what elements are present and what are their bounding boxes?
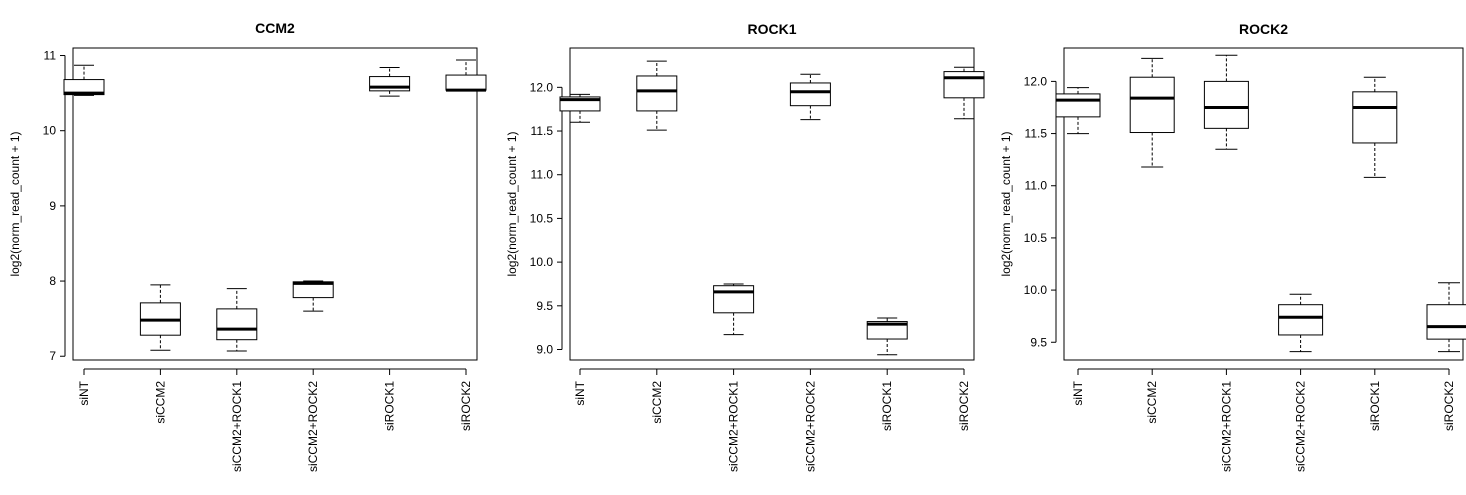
y-tick-label: 11 (44, 49, 57, 63)
y-tick-label: 8 (49, 274, 56, 288)
x-tick-label-siccm2-rock1: siCCM2+ROCK1 (727, 381, 741, 472)
x-tick-label-siccm2: siCCM2 (1145, 381, 1159, 424)
box-siccm2-rock2 (292, 280, 334, 312)
y-tick-label: 10.5 (1024, 231, 1048, 245)
y-tick-label: 12.0 (530, 80, 554, 94)
x-tick-label-siccm2-rock2: siCCM2+ROCK2 (306, 381, 320, 472)
iqr-box (636, 75, 678, 112)
y-axis-label: log2(norm_read_count + 1) (999, 131, 1013, 276)
y-axis: 9.0 9.5 10.0 10.5 11.0 11.5 12.0 (530, 80, 563, 357)
y-tick-label: 12.0 (1024, 74, 1048, 88)
x-tick-label-siccm2-rock1: siCCM2+ROCK1 (1219, 381, 1233, 472)
iqr-box (866, 321, 908, 340)
iqr-box (789, 82, 831, 107)
box-siccm2 (636, 60, 678, 131)
y-axis: 7 8 9 10 11 (43, 49, 66, 363)
y-tick-label: 9 (49, 199, 56, 213)
box-siccm2-rock2 (789, 73, 831, 121)
iqr-box (1129, 76, 1175, 134)
y-axis-label: log2(norm_read_count + 1) (8, 131, 22, 276)
y-tick-label: 10.0 (530, 255, 554, 269)
box-sirock1 (369, 67, 411, 97)
box-siccm2-rock1 (713, 283, 755, 336)
y-axis-label: log2(norm_read_count + 1) (505, 131, 519, 276)
iqr-box (1352, 91, 1398, 144)
y-tick-label: 10.0 (1024, 283, 1048, 297)
iqr-box (1426, 304, 1466, 340)
chart-title: ROCK1 (747, 21, 796, 37)
boxplot-rock1: ROCK1 9.0 9.5 10.0 10.5 11.0 11.5 12.0 log2(norm… (505, 21, 985, 472)
x-axis: siNT siCCM2 siCCM2+ROCK1 siCCM2+ROCK2 siROCK… (1071, 368, 1456, 472)
iqr-box (445, 74, 487, 91)
chart-panel-rock2: ROCK2 9.5 10.0 10.5 11.0 11.5 12.0 log2(norm_re… (976, 0, 1466, 495)
x-tick-label-siccm2: siCCM2 (650, 381, 664, 424)
box-sirock2 (943, 66, 985, 120)
y-tick-label: 11.0 (1025, 179, 1048, 193)
boxplot-rock2: ROCK2 9.5 10.0 10.5 11.0 11.5 12.0 log2(norm_re… (999, 21, 1466, 472)
iqr-box (216, 308, 258, 341)
x-tick-label-siccm2-rock1: siCCM2+ROCK1 (230, 381, 244, 472)
x-tick-label-siccm2-rock2: siCCM2+ROCK2 (803, 381, 817, 472)
y-tick-label: 9.0 (536, 343, 553, 357)
plot-frame (72, 47, 478, 361)
chart-title: CCM2 (255, 20, 295, 36)
x-tick-label-sirock1: siROCK1 (1368, 381, 1382, 431)
x-tick-label-siccm2: siCCM2 (153, 381, 167, 424)
box-siccm2 (139, 284, 181, 351)
y-tick-label: 11.0 (531, 168, 554, 182)
iqr-box (63, 79, 105, 96)
iqr-box (1203, 80, 1249, 129)
iqr-box (713, 285, 755, 314)
box-siccm2-rock2 (1278, 293, 1324, 353)
y-tick-label: 9.5 (536, 299, 553, 313)
box-sint (559, 93, 601, 123)
boxplot-ccm2: CCM2 7 8 9 10 11 log2(norm_read_count + 1) siNT… (8, 20, 487, 472)
x-tick-label-sirock1: siROCK1 (880, 381, 894, 431)
box-sint (63, 64, 105, 96)
y-tick-label: 11.5 (1025, 127, 1048, 141)
x-axis: siNT siCCM2 siCCM2+ROCK1 siCCM2+ROCK2 siROCK… (573, 368, 971, 472)
y-tick-label: 11.5 (531, 124, 554, 138)
iqr-box (943, 71, 985, 99)
chart-title: ROCK2 (1239, 21, 1288, 37)
x-tick-label-sint: siNT (77, 380, 91, 405)
iqr-box (292, 281, 334, 299)
x-tick-label-sirock2: siROCK2 (957, 381, 971, 431)
box-sint (1055, 87, 1101, 135)
y-tick-label: 9.5 (1030, 335, 1047, 349)
y-tick-label: 10 (43, 124, 57, 138)
y-tick-label: 7 (49, 349, 56, 363)
x-tick-label-sirock2: siROCK2 (1442, 381, 1456, 431)
x-axis: siNT siCCM2 siCCM2+ROCK1 siCCM2+ROCK2 siROCK… (77, 368, 473, 472)
y-tick-label: 10.5 (530, 211, 554, 225)
x-tick-label-sint: siNT (1071, 380, 1085, 405)
box-siccm2 (1129, 57, 1175, 168)
box-sirock1 (866, 317, 908, 356)
iqr-box (369, 76, 411, 92)
box-sirock1 (1352, 76, 1398, 178)
iqr-box (1055, 93, 1101, 118)
box-sirock2 (445, 59, 487, 92)
x-tick-label-siccm2-rock2: siCCM2+ROCK2 (1294, 381, 1308, 472)
box-sirock2 (1426, 282, 1466, 353)
box-siccm2-rock1 (216, 288, 258, 352)
box-siccm2-rock1 (1203, 54, 1249, 150)
x-tick-label-sirock1: siROCK1 (383, 381, 397, 431)
plot-frame (569, 47, 975, 361)
x-tick-label-sint: siNT (573, 380, 587, 405)
chart-panel-rock1: ROCK1 9.0 9.5 10.0 10.5 11.0 11.5 12.0 log2(norm… (488, 0, 985, 495)
x-tick-label-sirock2: siROCK2 (459, 381, 473, 431)
iqr-box (1278, 304, 1324, 336)
y-axis: 9.5 10.0 10.5 11.0 11.5 12.0 (1024, 74, 1057, 349)
chart-panel-ccm2: CCM2 7 8 9 10 11 log2(norm_read_count + 1) siNT… (0, 0, 488, 495)
plot-frame (1063, 47, 1464, 361)
